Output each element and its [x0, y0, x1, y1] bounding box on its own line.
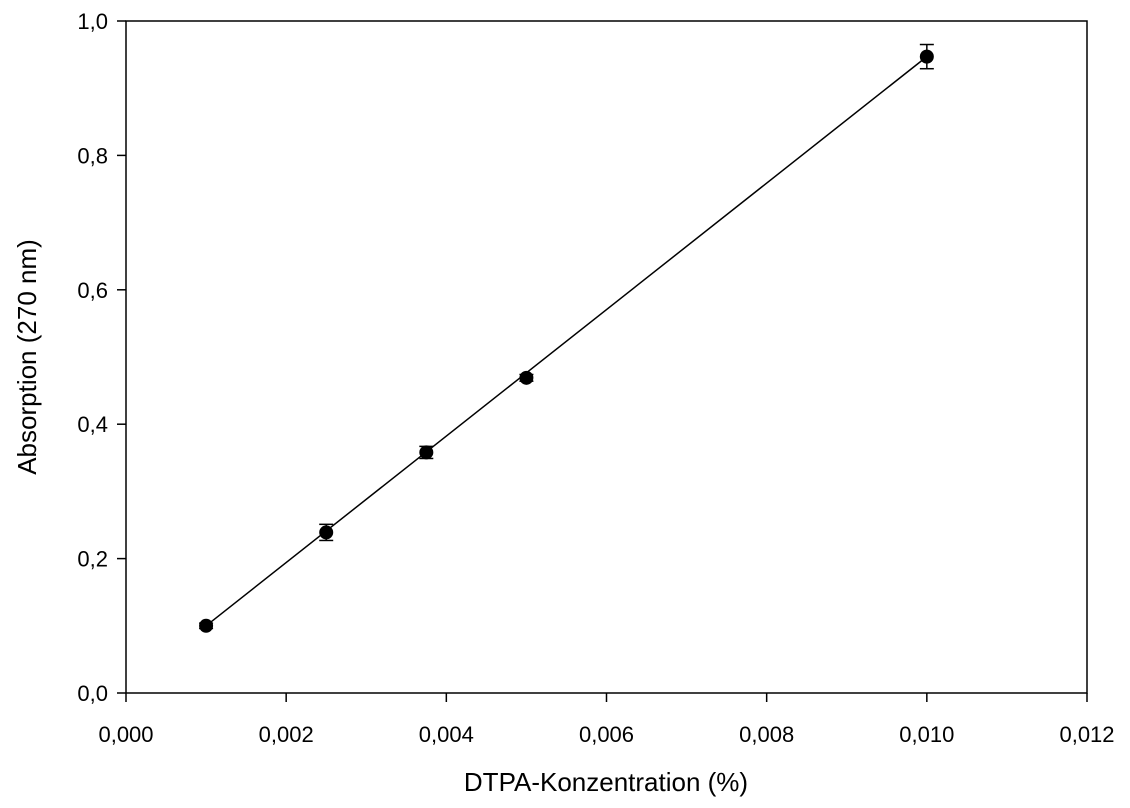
y-tick-label: 0,0 — [77, 681, 108, 706]
y-tick-label: 1,0 — [77, 9, 108, 34]
data-point — [919, 49, 934, 64]
x-axis-title: DTPA-Konzentration (%) — [464, 767, 748, 797]
y-tick-label: 0,4 — [77, 412, 108, 437]
error-bars — [199, 43, 934, 630]
x-tick-label: 0,000 — [98, 722, 153, 747]
y-axis-title: Absorption (270 nm) — [12, 239, 42, 475]
y-tick-label: 0,6 — [77, 278, 108, 303]
y-tick-label: 0,2 — [77, 547, 108, 572]
x-tick-label: 0,004 — [419, 722, 474, 747]
x-tick-label: 0,008 — [739, 722, 794, 747]
x-axis-ticks: 0,000 0,002 0,004 0,006 0,008 0,010 0,012 — [98, 693, 1115, 747]
plot-frame — [125, 20, 1088, 694]
y-axis-ticks: 0,0 0,2 0,4 0,6 0,8 1,0 — [77, 9, 126, 706]
y-tick-label: 0,8 — [77, 143, 108, 168]
x-tick-label: 0,010 — [899, 722, 954, 747]
data-point — [319, 525, 334, 540]
data-point — [519, 370, 534, 385]
data-points — [199, 49, 934, 633]
x-tick-label: 0,012 — [1059, 722, 1114, 747]
fit-line — [205, 56, 928, 627]
x-tick-label: 0,006 — [579, 722, 634, 747]
data-point — [199, 618, 214, 633]
fit-lines — [205, 56, 928, 627]
data-point — [419, 445, 434, 460]
x-tick-label: 0,002 — [259, 722, 314, 747]
